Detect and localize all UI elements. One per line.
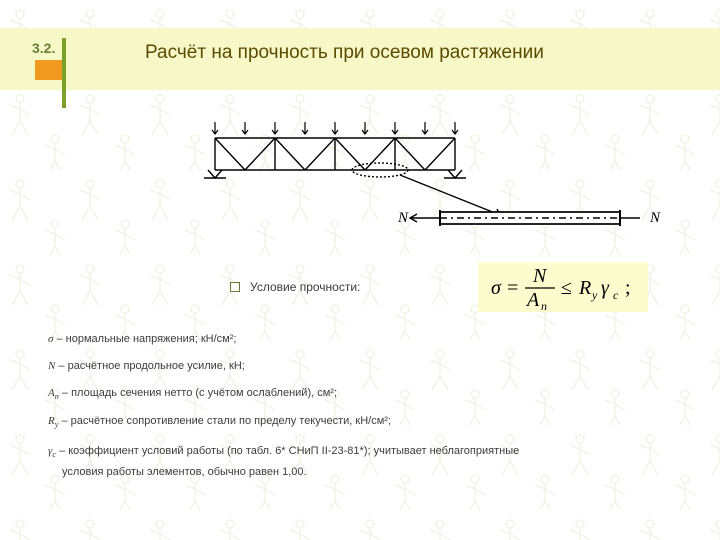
def-sigma: σ – нормальные напряжения; кН/см²; bbox=[48, 332, 688, 347]
strength-formula: σ = N A n ≤ R y γ c ; bbox=[478, 262, 648, 312]
n-label-right: N bbox=[650, 210, 660, 227]
formula-le: ≤ bbox=[561, 277, 572, 299]
formula-semicolon: ; bbox=[625, 277, 631, 299]
formula-denominator-A: A bbox=[525, 289, 540, 310]
def-gamma-c: γc – коэффициент условий работы (по табл… bbox=[48, 442, 688, 481]
formula-eq: = bbox=[507, 277, 518, 299]
condition-label: Условие прочности: bbox=[250, 280, 360, 294]
def-An: An – площадь сечения нетто (с учётом осл… bbox=[48, 386, 688, 402]
condition-bullet: Условие прочности: bbox=[230, 280, 360, 294]
n-label-left: N bbox=[398, 210, 408, 227]
truss-diagram bbox=[200, 120, 540, 240]
section-number: 3.2. bbox=[32, 40, 55, 56]
formula-denominator-sub: n bbox=[541, 299, 547, 310]
formula-R-sub: y bbox=[591, 288, 598, 302]
definitions-block: σ – нормальные напряжения; кН/см²; N – р… bbox=[48, 332, 688, 481]
formula-gamma: γ bbox=[601, 277, 610, 299]
formula-numerator: N bbox=[532, 265, 548, 287]
formula-R: R bbox=[578, 277, 591, 299]
orange-accent bbox=[35, 60, 65, 80]
slide-title: Расчёт на прочность при осевом растяжени… bbox=[145, 42, 544, 64]
def-Ry: Ry – расчётное сопротивление стали по пр… bbox=[48, 414, 688, 430]
def-N: N – расчётное продольное усилие, кН; bbox=[48, 359, 688, 374]
green-vertical-rule bbox=[62, 38, 66, 108]
formula-sigma: σ bbox=[491, 277, 502, 299]
bullet-icon bbox=[230, 282, 240, 292]
formula-gamma-sub: c bbox=[613, 288, 619, 302]
